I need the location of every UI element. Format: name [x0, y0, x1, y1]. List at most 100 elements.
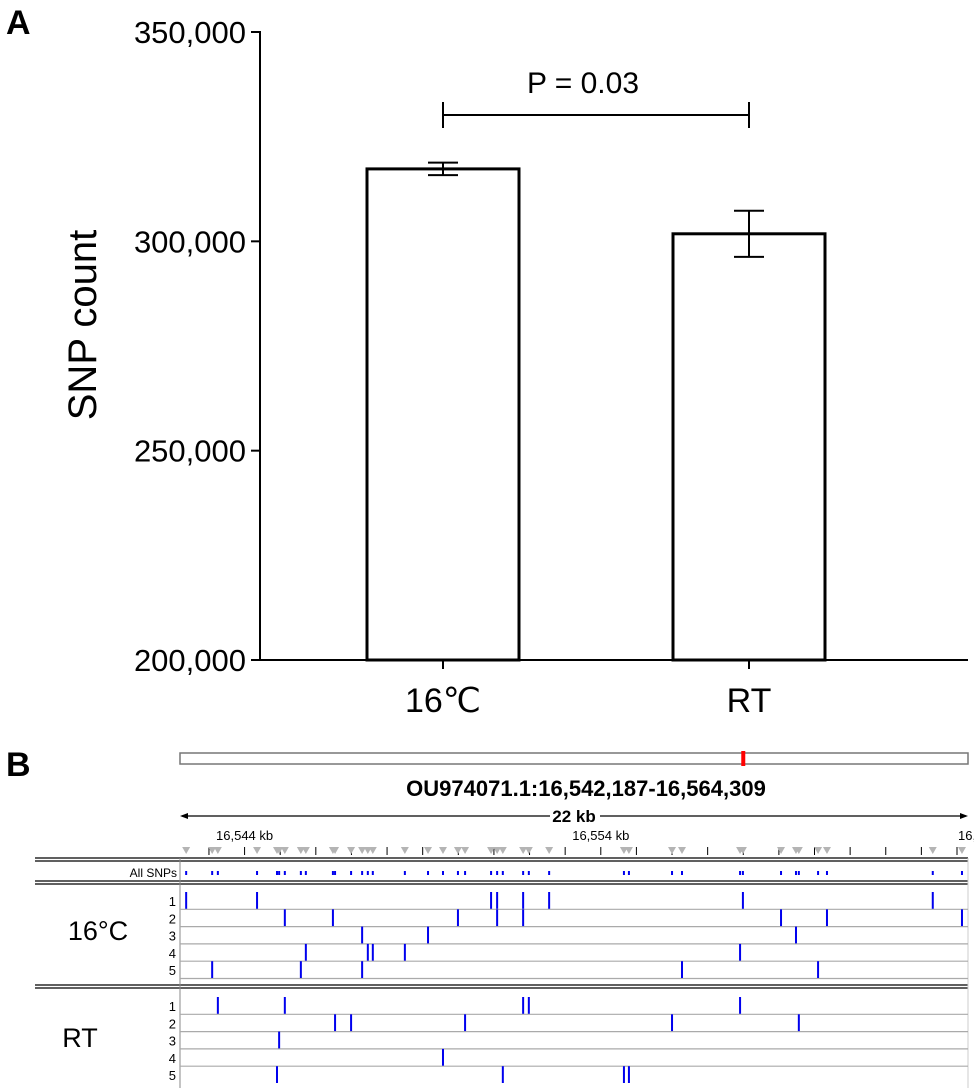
snp-triangle-icon: [424, 847, 433, 854]
snp-mark: [456, 909, 459, 927]
snp-mark: [256, 892, 259, 909]
all-snps-mark: [350, 871, 353, 875]
snp-triangle-icon: [400, 847, 409, 854]
snp-mark: [496, 892, 499, 909]
snp-mark: [441, 1048, 444, 1066]
snp-triangle-icon: [957, 847, 966, 854]
all-snps-mark: [403, 871, 406, 875]
snp-triangle-icon: [453, 847, 462, 854]
snp-mark: [794, 926, 797, 944]
snp-triangle-icon: [794, 847, 803, 854]
snp-mark: [622, 1066, 625, 1083]
group-label-16c: 16°C: [68, 916, 128, 946]
snp-mark: [211, 961, 214, 978]
all-snps-mark: [456, 871, 459, 875]
snp-mark: [403, 943, 406, 961]
snp-mark: [739, 997, 742, 1014]
snp-triangle-icon: [524, 847, 533, 854]
all-snps-mark: [522, 871, 525, 875]
snp-triangle-icon: [272, 847, 281, 854]
snp-mark: [464, 1014, 467, 1032]
all-snps-mark: [490, 871, 493, 875]
snp-mark: [522, 892, 525, 909]
all-snps-mark: [794, 871, 797, 875]
snp-triangle-icon: [678, 847, 687, 854]
all-snps-mark: [627, 871, 630, 875]
snp-mark: [331, 909, 334, 927]
snp-mark: [780, 909, 783, 927]
y-tick-label: 350,000: [134, 15, 246, 50]
all-snps-mark: [817, 871, 820, 875]
snp-mark: [185, 892, 188, 909]
snp-triangle-icon: [814, 847, 823, 854]
all-snps-mark: [797, 871, 800, 875]
snp-mark: [216, 997, 219, 1014]
snp-triangle-icon: [928, 847, 937, 854]
snp-triangle-icon: [182, 847, 191, 854]
snp-triangle-icon: [331, 847, 340, 854]
snp-mark: [681, 961, 684, 978]
track-number: 5: [169, 963, 176, 978]
all-snps-mark: [216, 871, 219, 875]
group-label-rt: RT: [62, 1023, 98, 1053]
snp-mark: [741, 892, 744, 909]
all-snps-mark: [366, 871, 369, 875]
all-snps-mark: [527, 871, 530, 875]
all-snps-mark: [211, 871, 214, 875]
snp-triangle-icon: [280, 847, 289, 854]
all-snps-mark: [825, 871, 828, 875]
panel-b-label: B: [6, 746, 31, 784]
snp-mark: [283, 909, 286, 927]
all-snps-mark: [278, 871, 281, 875]
all-snps-mark: [739, 871, 742, 875]
all-snps-mark: [741, 871, 744, 875]
p-value-annotation: P = 0.03: [527, 67, 639, 100]
snp-mark: [739, 943, 742, 961]
snp-mark: [427, 926, 430, 944]
genome-browser: 16,544 kb 16,554 kb 16,56 1 2 3 4 5 1 2 3 4 5: [35, 751, 974, 1088]
snp-mark: [548, 892, 551, 909]
snp-triangle-icon: [736, 847, 745, 854]
all-snps-mark: [496, 871, 499, 875]
bar: [671, 232, 827, 662]
all-snps-mark: [671, 871, 674, 875]
snp-mark: [278, 1031, 281, 1049]
track-number: 4: [169, 946, 176, 961]
track-number: 1: [169, 894, 176, 909]
all-snps-mark: [256, 871, 259, 875]
all-snps-mark: [334, 871, 337, 875]
snp-mark: [522, 909, 525, 927]
all-snps-mark: [681, 871, 684, 875]
snp-triangle-icon: [347, 847, 356, 854]
snp-triangle-icon: [624, 847, 633, 854]
snp-triangle-icon: [208, 847, 217, 854]
all-snps-mark: [371, 871, 374, 875]
snp-mark: [361, 961, 364, 978]
snp-mark: [817, 961, 820, 978]
snp-mark: [671, 1014, 674, 1032]
all-snps-mark: [275, 871, 278, 875]
snp-triangle-icon: [822, 847, 831, 854]
y-tick-label: 250,000: [134, 434, 246, 469]
snp-mark: [490, 892, 493, 909]
locus-title: OU974071.1:16,542,187-16,564,309: [406, 776, 766, 801]
arrowhead-right-icon: [960, 813, 968, 819]
chromosome-ideogram: [179, 752, 969, 765]
snp-mark: [797, 1014, 800, 1032]
panel-a-label: A: [6, 4, 31, 42]
snp-mark: [527, 997, 530, 1014]
snp-mark: [496, 909, 499, 927]
all-snps-label: All SNPs: [130, 866, 177, 880]
snp-mark: [299, 961, 302, 978]
snp-triangle-icon: [777, 847, 786, 854]
all-snps-mark: [185, 871, 188, 875]
bar-chart: 200,000 250,000 300,000 350,000 16℃ RT: [134, 15, 968, 720]
snp-triangle-icon: [519, 847, 528, 854]
snp-triangle-icon: [668, 847, 677, 854]
x-tick-label: RT: [727, 682, 772, 720]
all-snps-mark: [441, 871, 444, 875]
all-snps-mark: [780, 871, 783, 875]
region-marker: [741, 751, 746, 766]
snp-mark: [960, 909, 963, 927]
